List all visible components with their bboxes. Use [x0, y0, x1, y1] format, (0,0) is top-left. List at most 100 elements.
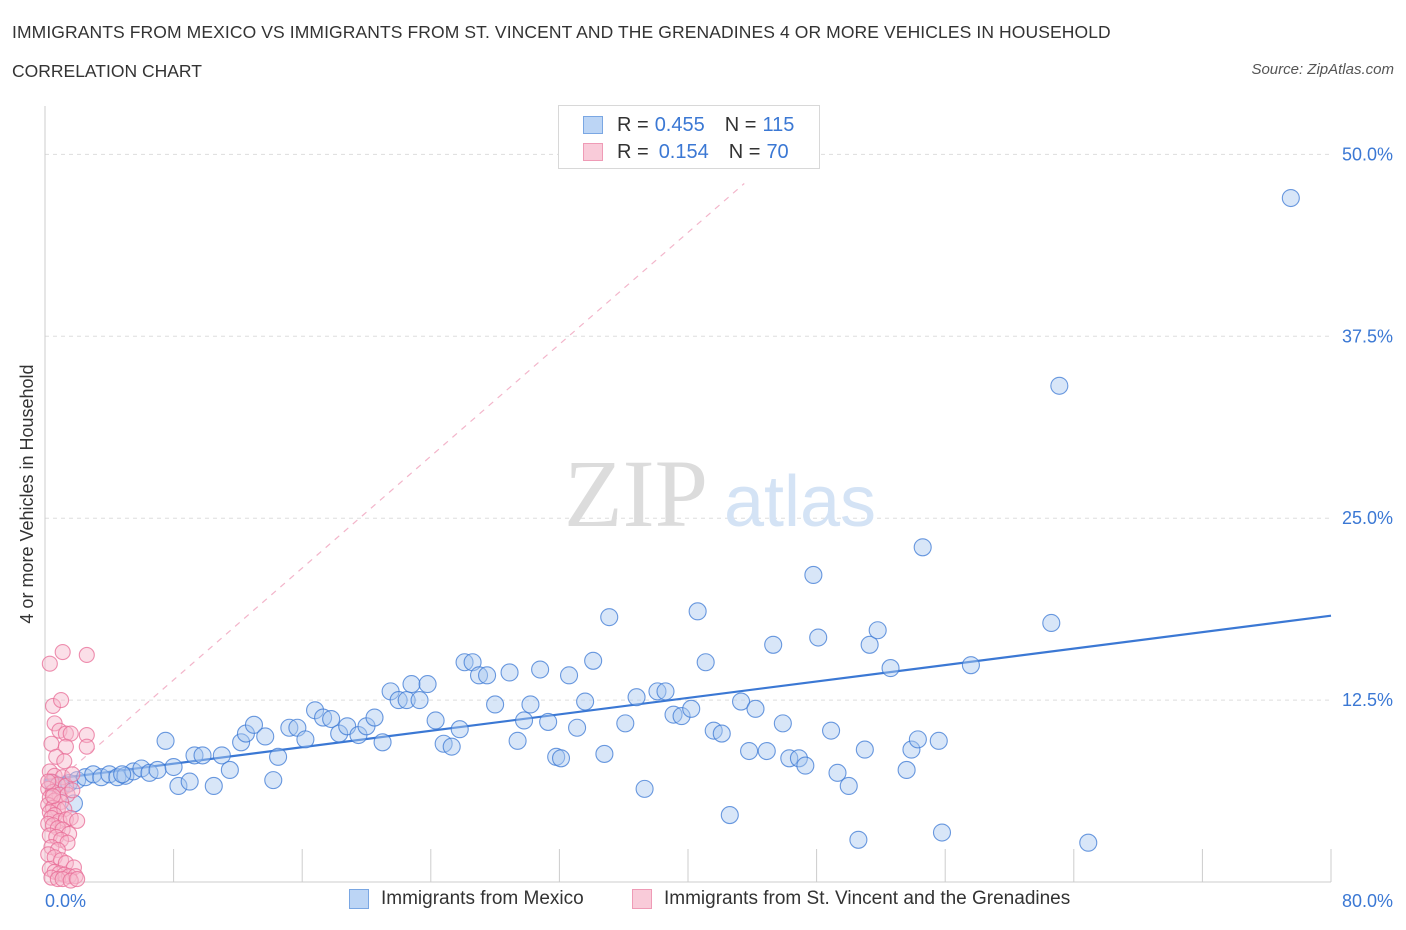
data-point-mexico: [426, 711, 445, 730]
data-point-mexico: [1042, 613, 1061, 633]
data-point-st-vincent: [78, 726, 95, 744]
data-point-mexico: [696, 653, 715, 672]
data-point-st-vincent: [56, 753, 73, 770]
legend-swatch-blue: [583, 116, 603, 134]
bottom-legend-st-vincent: Immigrants from St. Vincent and the Gren…: [632, 888, 1070, 910]
data-point-mexico: [418, 675, 437, 694]
data-point-mexico: [164, 757, 183, 777]
legend-n-label: N =: [728, 140, 761, 163]
data-point-mexico: [220, 760, 239, 779]
data-point-st-vincent: [64, 766, 81, 783]
data-point-mexico: [908, 730, 927, 749]
data-point-mexico: [322, 709, 341, 729]
data-point-mexico: [868, 621, 887, 640]
data-point-mexico: [780, 749, 799, 768]
data-point-st-vincent: [78, 646, 95, 664]
legend-swatch-pink: [632, 889, 652, 909]
data-point-mexico: [929, 731, 948, 750]
data-point-mexico: [576, 692, 595, 711]
y-tick-label: 25.0%: [1342, 508, 1393, 528]
data-point-mexico: [627, 688, 646, 707]
data-point-mexico: [584, 651, 603, 670]
data-points: [40, 188, 1300, 889]
data-point-mexico: [712, 724, 731, 743]
legend-row-st-vincent: R = 0.154 N = 70: [583, 140, 789, 164]
data-point-mexico: [296, 730, 315, 749]
trend-line-st-vincent: [44, 183, 745, 793]
trend-lines: [44, 183, 1332, 793]
data-point-mexico: [204, 776, 223, 796]
data-point-mexico: [568, 718, 587, 737]
legend-swatch-pink: [583, 143, 603, 161]
legend-r-value: 0.154: [658, 140, 709, 163]
data-point-st-vincent: [49, 871, 66, 888]
y-axis-label: 4 or more Vehicles in Household: [17, 364, 37, 623]
data-point-mexico: [486, 695, 505, 714]
axes: [44, 106, 1332, 883]
data-point-mexico: [232, 733, 251, 752]
watermark-zip: ZIP: [564, 440, 708, 547]
data-point-mexico: [672, 707, 691, 726]
data-point-mexico: [539, 712, 558, 731]
data-point-mexico: [789, 749, 808, 768]
data-point-mexico: [269, 747, 288, 766]
bottom-legend-mexico: Immigrants from Mexico: [349, 888, 584, 910]
data-point-mexico: [148, 760, 167, 779]
data-point-mexico: [256, 727, 275, 746]
data-point-mexico: [193, 746, 212, 765]
data-point-mexico: [180, 772, 199, 791]
data-point-mexico: [757, 741, 776, 761]
data-point-st-vincent: [54, 644, 71, 661]
legend-r-value: 0.455: [654, 113, 705, 136]
data-point-st-vincent: [62, 872, 79, 889]
legend-r-label: R =: [617, 113, 649, 136]
data-point-mexico: [913, 538, 932, 557]
watermark: ZIP atlas: [564, 440, 876, 547]
data-point-st-vincent: [53, 692, 70, 709]
data-point-mexico: [1050, 376, 1069, 395]
data-point-mexico: [764, 635, 783, 654]
data-point-mexico: [881, 659, 900, 678]
data-point-mexico: [822, 721, 841, 740]
x-tick-label: 80.0%: [1342, 891, 1393, 911]
data-point-mexico: [839, 776, 858, 796]
data-point-mexico: [855, 740, 874, 759]
data-point-mexico: [897, 760, 916, 779]
data-point-mexico: [551, 749, 571, 768]
data-point-mexico: [828, 763, 847, 782]
data-point-mexico: [616, 714, 635, 733]
data-point-mexico: [740, 741, 759, 761]
watermark-atlas: atlas: [724, 462, 876, 542]
chart-subtitle: CORRELATION CHART: [12, 61, 202, 81]
tick-labels: 12.5% 25.0% 37.5% 50.0% 0.0% 80.0%: [45, 144, 1393, 911]
data-point-mexico: [961, 656, 980, 675]
data-point-mexico: [600, 608, 619, 627]
legend-label-mexico: Immigrants from Mexico: [381, 888, 584, 909]
data-point-st-vincent: [44, 697, 62, 714]
source-label: Source: ZipAtlas.com: [1251, 61, 1394, 78]
data-point-mexico: [450, 720, 469, 739]
legend-n-value: 70: [766, 140, 789, 163]
data-point-mexico: [365, 708, 384, 727]
data-point-st-vincent: [48, 748, 65, 765]
data-point-st-vincent: [64, 782, 81, 799]
data-point-mexico: [1281, 188, 1300, 208]
data-point-mexico: [244, 715, 264, 734]
data-point-mexico: [796, 756, 815, 775]
data-point-mexico: [688, 602, 707, 621]
legend-n-value: 115: [762, 113, 795, 136]
data-point-mexico: [932, 823, 952, 842]
data-point-mexico: [849, 830, 868, 849]
grid-lines: [45, 153, 1331, 701]
data-point-mexico: [402, 675, 421, 694]
data-point-mexico: [656, 682, 675, 701]
data-point-mexico: [531, 660, 550, 679]
data-point-mexico: [156, 731, 175, 750]
data-point-mexico: [682, 699, 701, 718]
data-point-mexico: [500, 663, 519, 682]
data-point-mexico: [521, 695, 540, 714]
data-point-mexico: [635, 779, 654, 798]
data-point-mexico: [508, 731, 527, 750]
data-point-mexico: [113, 765, 132, 784]
